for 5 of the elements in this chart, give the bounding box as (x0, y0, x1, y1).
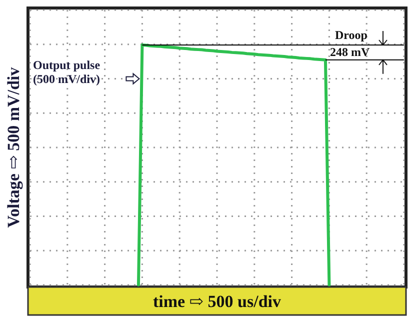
annotation: Output pulse (500 mV/div) (33, 58, 101, 86)
x-axis-title: time ⇨ 500 us/div (152, 292, 282, 311)
ref-line-label: 248 mV (330, 44, 370, 59)
ref-line-label: Droop (335, 28, 368, 42)
y-axis-title: Voltage ⇨ 500 mV/div (4, 66, 23, 228)
